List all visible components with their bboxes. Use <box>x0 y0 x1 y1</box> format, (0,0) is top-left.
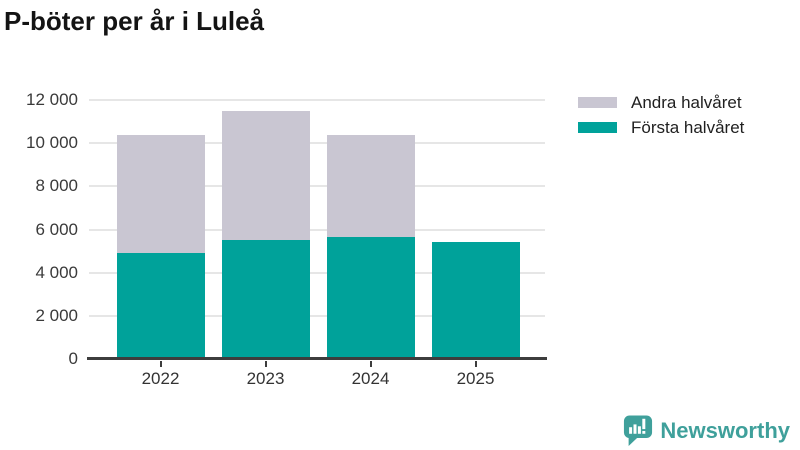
legend: Andra halvåret Första halvåret <box>578 90 744 140</box>
bar-segment-2023-andra-halvåret <box>221 110 310 241</box>
legend-swatch-forsta-halvaret <box>578 122 617 133</box>
bar-segment-2024-andra-halvåret <box>326 134 415 238</box>
x-tick-label: 2025 <box>456 369 495 388</box>
gridline <box>89 142 545 145</box>
y-tick-label: 6 000 <box>35 219 78 239</box>
legend-label-andra-halvaret: Andra halvåret <box>631 92 742 112</box>
bar-segment-2023-första-halvåret <box>221 240 310 359</box>
x-tick-label: 2022 <box>141 369 180 388</box>
gridline <box>89 99 545 101</box>
legend-label-forsta-halvaret: Första halvåret <box>631 117 745 137</box>
newsworthy-chart-bubble-icon <box>624 415 653 446</box>
x-tick-label: 2024 <box>351 369 390 388</box>
bar-segment-2022-första-halvåret <box>116 253 205 359</box>
gridline <box>89 314 545 317</box>
y-tick-label: 4 000 <box>35 262 78 282</box>
x-tick <box>474 361 477 367</box>
bar-segment-2025-första-halvåret <box>431 242 520 359</box>
y-tick-label: 12 000 <box>26 90 78 109</box>
gridline <box>89 228 545 231</box>
legend-swatch-andra-halvaret <box>578 97 617 108</box>
y-tick-label: 2 000 <box>35 305 78 325</box>
x-axis-line <box>87 357 547 360</box>
legend-item-forsta-halvaret: Första halvåret <box>578 115 744 140</box>
gridline <box>89 271 545 274</box>
legend-item-andra-halvaret: Andra halvåret <box>578 90 744 115</box>
bar-segment-2022-andra-halvåret <box>116 134 205 254</box>
y-tick-label: 8 000 <box>35 176 78 196</box>
y-axis-labels: 0 2 000 4 000 6 000 8 000 10 000 12 000 <box>0 90 78 368</box>
plot-area: 2022 2023 2024 2025 <box>87 99 547 388</box>
newsworthy-logo: Newsworthy <box>623 414 790 447</box>
chart-title: P-böter per år i Luleå <box>4 6 265 36</box>
x-tick <box>264 361 267 367</box>
x-tick <box>159 361 162 367</box>
y-tick-label: 0 <box>68 349 78 368</box>
gridline <box>89 185 545 188</box>
y-tick-label: 10 000 <box>26 133 78 153</box>
newsworthy-wordmark: Newsworthy <box>660 417 790 443</box>
x-tick-label: 2023 <box>246 369 285 388</box>
x-tick <box>369 361 372 367</box>
bar-segment-2024-första-halvåret <box>326 237 415 359</box>
